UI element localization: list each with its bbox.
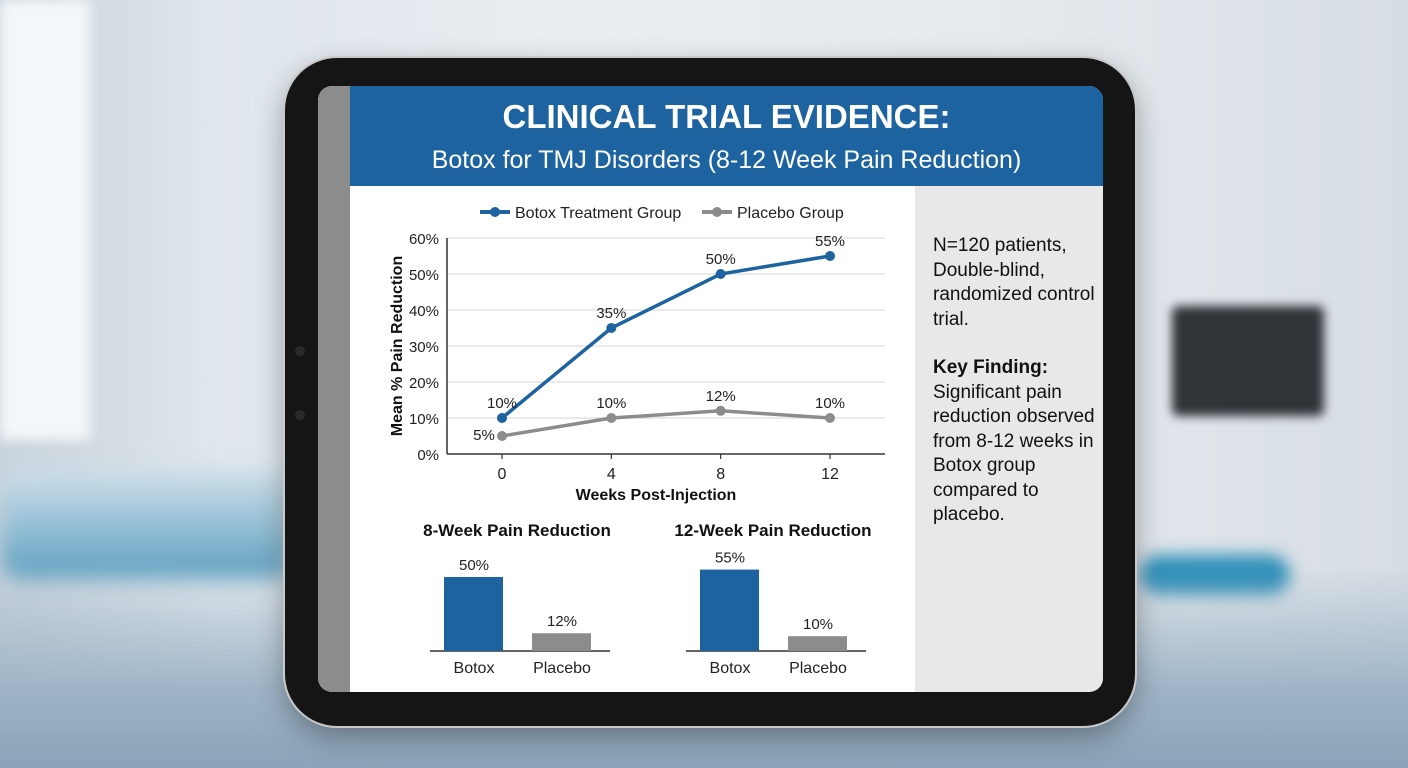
y-tick-label: 0%	[417, 447, 439, 464]
data-label: 35%	[596, 305, 626, 322]
bar-category-label: Placebo	[789, 660, 847, 677]
data-point	[715, 405, 726, 416]
bar-category-label: Botox	[454, 660, 495, 677]
background-monitor	[1172, 306, 1324, 416]
study-info: N=120 patients, Double-blind, randomized…	[933, 235, 1095, 330]
series-line-botox	[500, 254, 831, 420]
series-line-placebo	[501, 409, 831, 438]
slide-header: CLINICAL TRIAL EVIDENCE: Botox for TMJ D…	[350, 86, 1103, 186]
data-point	[497, 431, 507, 441]
bar-placebo	[788, 636, 847, 651]
data-label: 55%	[815, 233, 845, 250]
tablet-camera	[295, 346, 305, 356]
legend-marker-1	[712, 207, 722, 217]
bar-value-label: 12%	[547, 613, 577, 630]
data-point	[606, 323, 617, 333]
y-tick-label: 60%	[409, 231, 439, 248]
key-finding-title: Key Finding:	[933, 357, 1049, 378]
bar-botox	[700, 569, 759, 651]
data-label: 50%	[706, 251, 736, 268]
tablet-sensor	[295, 410, 305, 420]
tablet-screen: CLINICAL TRIAL EVIDENCE: Botox for TMJ D…	[318, 86, 1103, 692]
key-finding-text: Significant pain reduction observed from…	[933, 381, 1095, 526]
bar-value-label: 10%	[803, 616, 833, 633]
y-tick-label: 10%	[409, 411, 439, 428]
side-panel: N=120 patients, Double-blind, randomized…	[915, 186, 1103, 692]
data-point	[825, 413, 835, 423]
x-tick-label: 12	[821, 466, 839, 483]
x-tick-label: 8	[716, 466, 725, 483]
key-finding: Key Finding: Significant pain reduction …	[933, 356, 1098, 528]
x-tick-label: 0	[498, 466, 507, 483]
bar-chart-title: 8-Week Pain Reduction	[423, 521, 611, 540]
y-tick-label: 50%	[409, 267, 439, 284]
data-label: 10%	[815, 395, 845, 412]
data-point	[606, 413, 617, 423]
data-label: 10%	[487, 395, 517, 412]
bar-botox	[444, 577, 503, 651]
y-tick-label: 40%	[409, 303, 439, 320]
bar-category-label: Botox	[710, 660, 751, 677]
legend-label: Botox Treatment Group	[515, 205, 681, 222]
bar-chart-title: 12-Week Pain Reduction	[674, 521, 871, 540]
x-axis-label: Weeks Post-Injection	[576, 487, 737, 504]
y-tick-label: 20%	[409, 375, 439, 392]
x-tick-label: 4	[607, 466, 616, 483]
data-label: 10%	[596, 395, 626, 412]
background-window	[0, 0, 90, 440]
bar-category-label: Placebo	[533, 660, 591, 677]
bar-value-label: 50%	[459, 557, 489, 574]
charts-svg: Botox Treatment Group Placebo Group 0% 10% 2…	[389, 205, 885, 677]
bar-value-label: 55%	[715, 550, 745, 567]
bar-placebo	[532, 633, 591, 651]
legend-label: Placebo Group	[737, 205, 844, 222]
legend-marker-0	[490, 207, 500, 217]
screen-side-strip	[318, 86, 350, 692]
y-tick-label: 30%	[409, 339, 439, 356]
slide-subtitle: Botox for TMJ Disorders (8-12 Week Pain …	[431, 146, 1022, 174]
data-point	[825, 251, 835, 261]
y-axis-label: Mean % Pain Reduction	[389, 256, 406, 436]
background-exam-bed	[0, 470, 290, 580]
data-point	[715, 269, 726, 279]
data-point	[497, 413, 507, 423]
data-label: 5%	[473, 427, 495, 444]
data-label: 12%	[706, 388, 736, 405]
slide-title: CLINICAL TRIAL EVIDENCE:	[502, 98, 951, 135]
